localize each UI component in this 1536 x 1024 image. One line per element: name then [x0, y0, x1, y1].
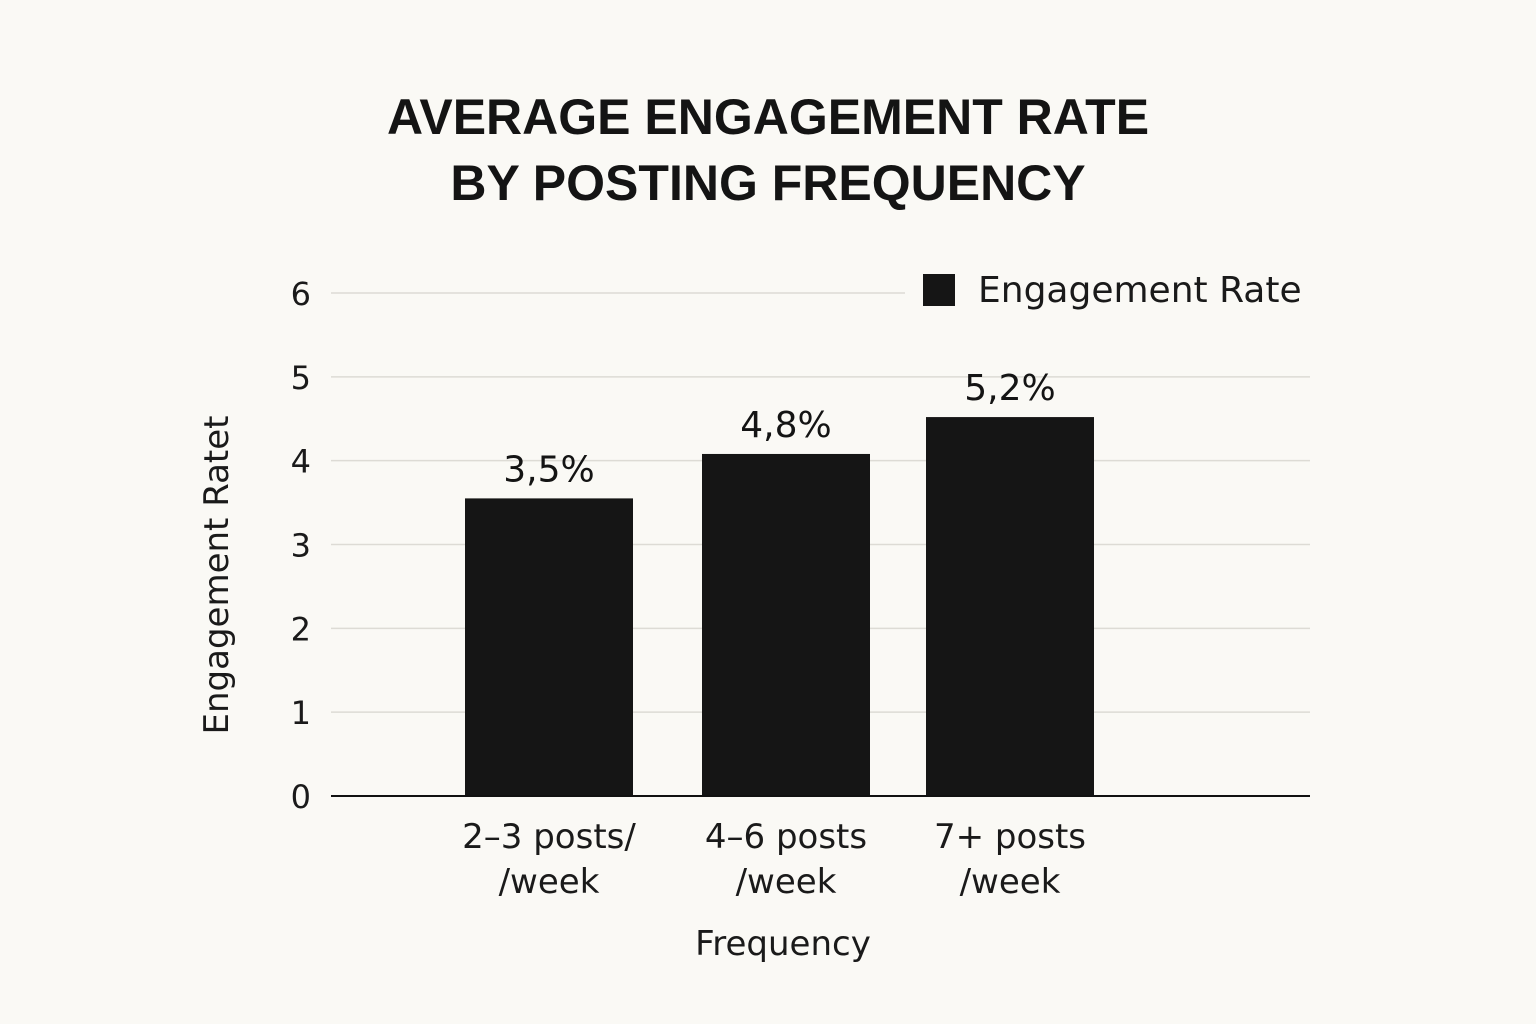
data-labels: 3,5% 4,8% 5,2%	[503, 368, 1055, 490]
bar-value-label: 5,2%	[964, 368, 1055, 409]
x-tick-label: 2–3 posts/	[462, 817, 636, 857]
x-tick-label: /week	[960, 862, 1061, 902]
bar-value-label: 3,5%	[503, 449, 594, 490]
x-tick-label: 4–6 posts	[705, 817, 867, 857]
x-tick-label: /week	[736, 862, 837, 902]
x-tick-label: 7+ posts	[934, 817, 1086, 857]
bar-value-label: 4,8%	[740, 405, 831, 446]
x-axis-label: Frequency	[695, 924, 871, 964]
chart-title-line-1: AVERAGE ENGAGEMENT RATE	[387, 89, 1149, 145]
bar	[926, 417, 1094, 796]
bar	[702, 453, 870, 796]
bars	[465, 417, 1094, 796]
y-axis-ticks: 0 1 2 3 4 5 6	[291, 275, 311, 816]
chart-title-line-2: BY POSTING FREQUENCY	[450, 155, 1085, 211]
y-tick-label: 6	[291, 275, 311, 313]
x-tick-label: /week	[499, 862, 600, 902]
legend-swatch	[923, 274, 955, 306]
y-axis-label: Engagement Ratet	[197, 416, 237, 735]
y-tick-label: 4	[291, 443, 311, 481]
legend: Engagement Rate	[923, 270, 1302, 311]
y-tick-label: 5	[291, 359, 311, 397]
y-tick-label: 1	[291, 694, 311, 732]
bar	[465, 498, 633, 796]
x-axis-ticks: 2–3 posts/ /week 4–6 posts/week 7+ posts/we…	[462, 817, 1086, 902]
legend-label: Engagement Rate	[978, 270, 1302, 311]
y-tick-label: 0	[291, 778, 311, 816]
y-tick-label: 2	[291, 610, 311, 648]
y-tick-label: 3	[291, 527, 311, 565]
